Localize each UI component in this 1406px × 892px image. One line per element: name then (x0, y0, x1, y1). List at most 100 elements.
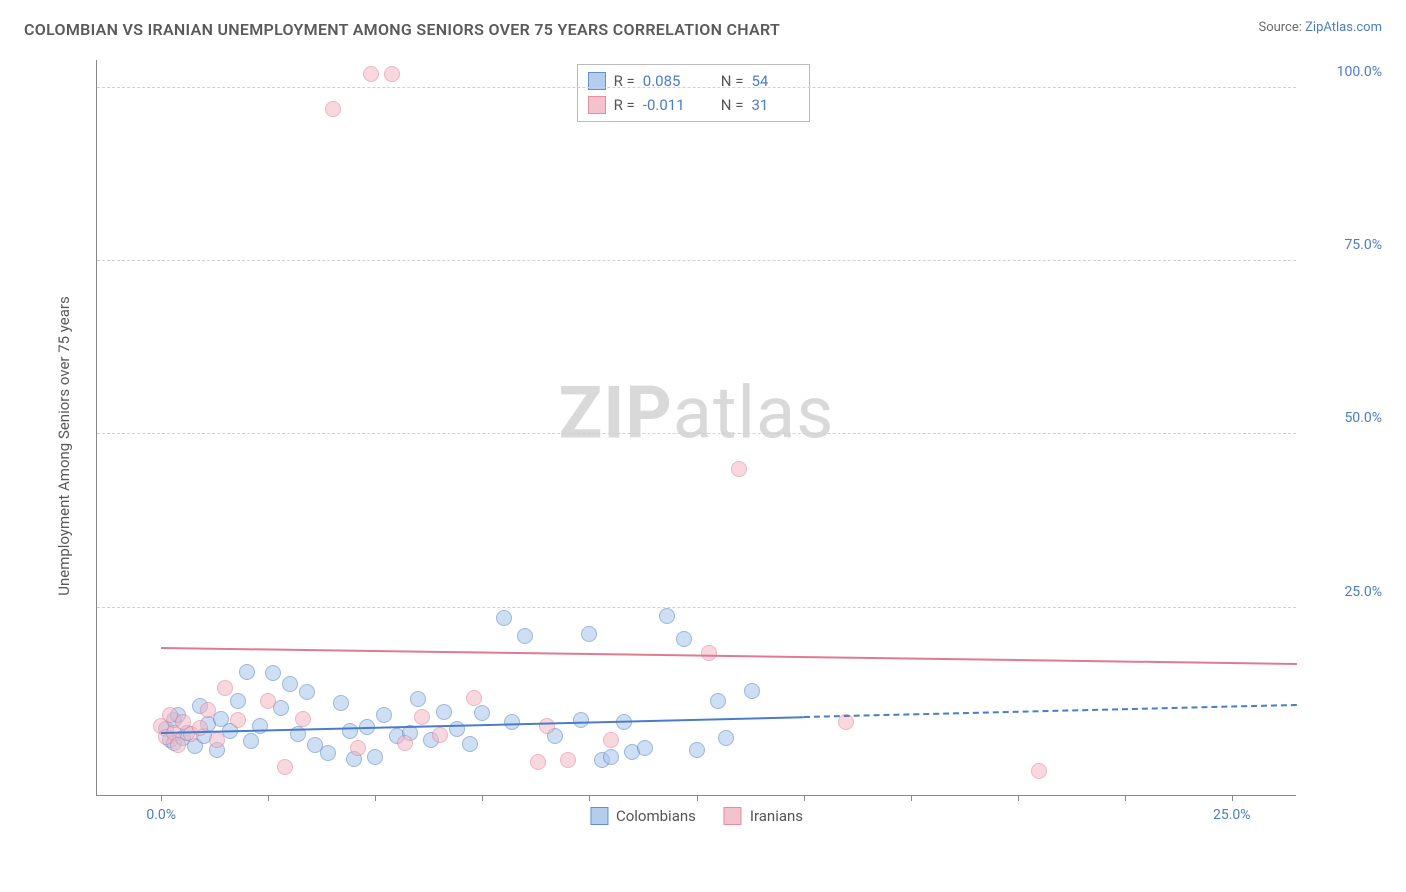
data-point (325, 101, 341, 117)
gridline (97, 260, 1296, 261)
data-point (731, 461, 747, 477)
stats-legend-box: R = 0.085 N = 54 R = -0.011 N = 31 (577, 64, 811, 122)
stat-n-label: N = (721, 93, 744, 117)
x-tick (482, 795, 483, 801)
data-point (265, 665, 281, 681)
data-point (363, 66, 379, 82)
data-point (689, 742, 705, 758)
data-point (384, 66, 400, 82)
chart-title: COLOMBIAN VS IRANIAN UNEMPLOYMENT AMONG … (24, 20, 780, 39)
data-point (230, 693, 246, 709)
stat-n-value: 54 (751, 69, 799, 93)
stat-r-label: R = (614, 93, 635, 117)
gridline (97, 87, 1296, 88)
x-tick (161, 795, 162, 801)
data-point (397, 735, 413, 751)
plot-area: ZIPatlas R =0.085N =54R =-0.011N =31 Col… (96, 60, 1296, 796)
data-point (474, 705, 490, 721)
legend-label: Colombians (616, 807, 696, 825)
data-point (243, 733, 259, 749)
watermark-atlas: atlas (673, 370, 835, 455)
x-tick (268, 795, 269, 801)
data-point (342, 723, 358, 739)
x-tick (804, 795, 805, 801)
data-point (299, 684, 315, 700)
data-point (333, 695, 349, 711)
data-point (710, 693, 726, 709)
data-point (560, 752, 576, 768)
data-point (209, 732, 225, 748)
source-link[interactable]: ZipAtlas.com (1305, 20, 1382, 35)
stat-n-label: N = (721, 69, 744, 93)
data-point (217, 680, 233, 696)
stat-r-label: R = (614, 69, 635, 93)
data-point (200, 702, 216, 718)
data-point (376, 707, 392, 723)
series-legend: Colombians Iranians (590, 807, 803, 825)
data-point (239, 664, 255, 680)
watermark: ZIPatlas (559, 370, 835, 455)
data-point (581, 626, 597, 642)
data-point (350, 740, 366, 756)
data-point (573, 712, 589, 728)
legend-swatch (588, 96, 606, 114)
x-tick (589, 795, 590, 801)
data-point (603, 749, 619, 765)
data-point (367, 749, 383, 765)
y-tick-label: 25.0% (1344, 584, 1382, 600)
data-point (414, 709, 430, 725)
data-point (517, 628, 533, 644)
data-point (436, 704, 452, 720)
data-point (282, 676, 298, 692)
x-tick (1018, 795, 1019, 801)
x-tick (697, 795, 698, 801)
legend-swatch (724, 807, 742, 825)
data-point (230, 712, 246, 728)
stat-n-value: 31 (751, 93, 799, 117)
watermark-zip: ZIP (559, 370, 673, 455)
data-point (701, 645, 717, 661)
legend-item: Iranians (724, 807, 803, 825)
x-tick-label: 0.0% (146, 807, 176, 823)
data-point (530, 754, 546, 770)
x-tick (911, 795, 912, 801)
data-point (192, 720, 208, 736)
x-tick (1125, 795, 1126, 801)
gridline (97, 607, 1296, 608)
legend-label: Iranians (750, 807, 803, 825)
data-point (277, 759, 293, 775)
x-tick (375, 795, 376, 801)
data-point (432, 727, 448, 743)
source-attribution: Source: ZipAtlas.com (1258, 20, 1382, 35)
data-point (320, 745, 336, 761)
data-point (1031, 763, 1047, 779)
data-point (539, 718, 555, 734)
data-point (603, 732, 619, 748)
data-point (260, 693, 276, 709)
data-point (504, 714, 520, 730)
y-tick-label: 75.0% (1344, 237, 1382, 253)
legend-item: Colombians (590, 807, 696, 825)
data-point (410, 691, 426, 707)
stat-r-value: 0.085 (643, 69, 691, 93)
stats-row: R = -0.011 N = 31 (588, 93, 800, 117)
stat-r-value: -0.011 (643, 93, 691, 117)
data-point (462, 736, 478, 752)
data-point (744, 683, 760, 699)
data-point (466, 690, 482, 706)
data-point (659, 608, 675, 624)
trend-line (804, 704, 1297, 718)
trend-line (161, 647, 1297, 665)
data-point (637, 740, 653, 756)
y-axis-label: Unemployment Among Seniors over 75 years (55, 296, 73, 595)
y-tick-label: 100.0% (1337, 64, 1382, 80)
data-point (295, 711, 311, 727)
data-point (676, 631, 692, 647)
x-tick (1232, 795, 1233, 801)
chart-container: Unemployment Among Seniors over 75 years… (48, 60, 1296, 832)
data-point (449, 721, 465, 737)
x-tick-label: 25.0% (1213, 807, 1251, 823)
data-point (496, 610, 512, 626)
source-prefix: Source: (1258, 20, 1305, 35)
legend-swatch (590, 807, 608, 825)
